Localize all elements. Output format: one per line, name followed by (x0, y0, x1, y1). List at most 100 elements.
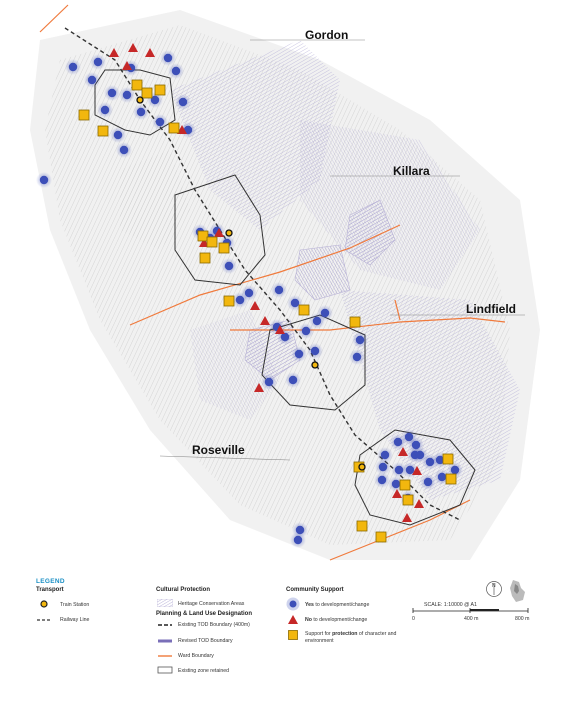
no-marker (398, 447, 408, 456)
legend-support-pre: Support for (305, 631, 333, 637)
yes-marker (175, 94, 191, 110)
support-marker-icon (288, 630, 298, 640)
legend-no-bold: No (305, 617, 312, 623)
yes-marker (104, 85, 120, 101)
suburb-label-lindfield: Lindfield (466, 302, 516, 316)
train-station-marker (136, 96, 144, 104)
legend-support: Support for protection of character and (305, 631, 396, 637)
legend-no-text: to development/change (311, 617, 368, 623)
ward-boundaries (39, 4, 506, 561)
no-marker (122, 61, 132, 70)
yes-marker (375, 459, 391, 475)
yes-marker (292, 522, 308, 538)
yes-marker (390, 434, 406, 450)
support-marker (349, 316, 361, 328)
support-marker (206, 236, 218, 248)
yes-marker (110, 127, 126, 143)
train-station-icon (40, 600, 48, 608)
no-marker (254, 383, 264, 392)
legend-cultural-heading: Cultural Protection (156, 587, 211, 593)
legend-title: LEGEND (36, 578, 65, 585)
north-label: N (492, 583, 496, 589)
yes-marker (261, 374, 277, 390)
suburb-label-roseville: Roseville (192, 443, 245, 457)
yes-marker (307, 343, 323, 359)
legend: LEGEND Transport Train Station Railway L… (0, 575, 561, 711)
no-marker (392, 489, 402, 498)
yes-marker (133, 104, 149, 120)
support-marker (131, 79, 143, 91)
yes-marker (349, 349, 365, 365)
legend-support-bold: protection (332, 631, 358, 637)
suburb-label-killara: Killara (393, 164, 430, 178)
yes-marker (119, 87, 135, 103)
support-marker (218, 242, 230, 254)
legend-yes-bold: Yes (305, 602, 314, 608)
suburb-leader-lines (159, 39, 525, 461)
no-marker (250, 301, 260, 310)
yes-marker (84, 72, 100, 88)
support-marker (298, 304, 310, 316)
scale-tick-400: 400 m (464, 616, 479, 622)
yes-marker-icon (286, 597, 300, 611)
yes-marker (65, 59, 81, 75)
scale-tick-800: 800 m (515, 616, 530, 622)
legend-railway-line: Railway Line (60, 617, 90, 623)
support-markers (78, 79, 457, 543)
train-station-marker (358, 463, 366, 471)
yes-marker (298, 323, 314, 339)
no-marker (145, 48, 155, 57)
support-marker (223, 295, 235, 307)
support-marker (97, 125, 109, 137)
support-marker (154, 84, 166, 96)
no-marker (412, 466, 422, 475)
support-marker (442, 453, 454, 465)
yes-marker (412, 447, 428, 463)
support-marker (445, 473, 457, 485)
legend-transport-heading: Transport (36, 587, 64, 593)
no-marker-icon (288, 615, 298, 624)
yes-marker (271, 282, 287, 298)
railway-line-icon (37, 619, 51, 621)
support-marker (375, 531, 387, 543)
map-canvas[interactable] (0, 0, 561, 575)
support-marker (356, 520, 368, 532)
yes-marker (232, 292, 248, 308)
yes-marker (285, 372, 301, 388)
ward-boundary-icon (158, 655, 172, 657)
no-marker (414, 499, 424, 508)
yes-marker (160, 50, 176, 66)
locator-map-icon (510, 580, 525, 602)
legend-existing-tod: Existing TOD Boundary (400m) (178, 622, 250, 628)
legend-ward: Ward Boundary (178, 653, 214, 659)
legend-existing-zone: Existing zone retained (178, 668, 230, 674)
no-marker (260, 316, 270, 325)
train-stations (136, 96, 366, 471)
scale-bar (412, 608, 529, 613)
no-marker (402, 513, 412, 522)
legend-heritage: Heritage Conservation Areas (178, 601, 245, 607)
no-marker (177, 125, 187, 134)
yes-marker (309, 313, 325, 329)
yes-marker (377, 447, 393, 463)
support-marker (199, 252, 211, 264)
no-markers (109, 43, 424, 541)
revised-tod-icon (158, 639, 172, 643)
support-marker (399, 479, 411, 491)
yes-marker (391, 462, 407, 478)
no-marker (128, 43, 138, 52)
legend-no: No to development/change (305, 617, 367, 623)
support-marker (402, 494, 414, 506)
legend-revised-tod: Revised TOD Boundary (178, 638, 233, 644)
legend-train-station: Train Station (60, 602, 90, 608)
yes-marker (168, 63, 184, 79)
legend-planning-heading: Planning & Land Use Designation (156, 611, 253, 617)
yes-marker (374, 472, 390, 488)
yes-marker (291, 346, 307, 362)
support-marker (78, 109, 90, 121)
existing-tod-icon (158, 624, 172, 626)
legend-yes-text: to development/change (313, 602, 370, 608)
scale-tick-0: 0 (412, 616, 415, 622)
no-marker (199, 238, 209, 247)
yes-marker (36, 172, 52, 188)
